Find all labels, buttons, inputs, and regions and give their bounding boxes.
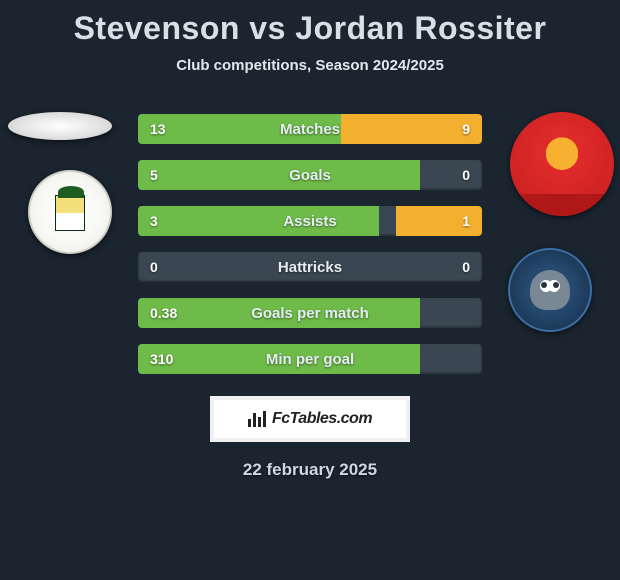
stat-row: 50Goals [138,160,482,190]
stat-value-left: 0 [150,252,158,282]
stat-bar-left [138,160,420,190]
stat-bar-right [341,114,482,144]
stat-bar-left [138,114,341,144]
stat-row: 139Matches [138,114,482,144]
stat-bar-left [138,206,379,236]
stat-bar-left [138,298,420,328]
page-title: Stevenson vs Jordan Rossiter [0,0,620,47]
stat-value-right: 0 [462,252,470,282]
stat-value-right: 0 [462,160,470,190]
player-left-avatar [8,112,112,140]
attribution-text: FcTables.com [272,410,372,428]
attribution-icon [248,411,266,427]
stat-bars: 139Matches50Goals31Assists00Hattricks0.3… [138,114,482,390]
date-text: 22 february 2025 [0,460,620,480]
stat-label: Hattricks [138,252,482,282]
stat-row: 0 0Hattricks [138,252,482,282]
comparison-panel: 139Matches50Goals31Assists00Hattricks0.3… [0,104,620,384]
stat-bar-right [396,206,482,236]
subtitle: Club competitions, Season 2024/2025 [0,57,620,74]
stat-row: 31Assists [138,206,482,236]
stat-row: 0.38Goals per match [138,298,482,328]
attribution-badge: FcTables.com [210,396,410,442]
stat-bar-left [138,344,420,374]
player-right-avatar [510,112,614,216]
club-left-badge [28,170,112,254]
stat-row: 310Min per goal [138,344,482,374]
club-right-badge [508,248,592,332]
